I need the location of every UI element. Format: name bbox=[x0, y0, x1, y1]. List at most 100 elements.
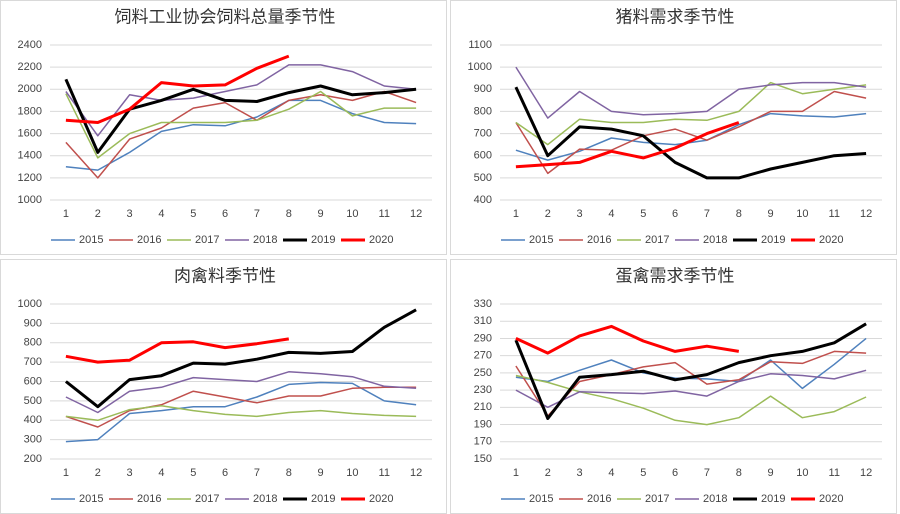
y-tick-label: 300 bbox=[24, 434, 42, 446]
y-tick-label: 2400 bbox=[18, 39, 42, 51]
chart-title: 蛋禽需求季节性 bbox=[616, 266, 735, 285]
series-line bbox=[515, 369, 867, 409]
y-tick-label: 500 bbox=[474, 172, 492, 184]
series-line bbox=[65, 54, 290, 124]
y-tick-label: 210 bbox=[474, 401, 492, 413]
series-line bbox=[65, 337, 290, 364]
y-tick-label: 2000 bbox=[18, 83, 42, 95]
y-tick-label: 600 bbox=[24, 375, 42, 387]
y-tick-label: 200 bbox=[24, 453, 42, 465]
y-tick-label: 190 bbox=[474, 418, 492, 430]
panel-border bbox=[0, 0, 447, 255]
series-line bbox=[65, 404, 417, 422]
x-tick-label: 9 bbox=[768, 467, 774, 479]
series-line bbox=[515, 90, 867, 175]
x-tick-label: 11 bbox=[829, 208, 840, 220]
x-tick-label: 7 bbox=[704, 208, 710, 220]
y-tick-label: 150 bbox=[474, 453, 492, 465]
legend-label: 2018 bbox=[703, 234, 727, 246]
chart: 饲料工业协会饲料总量季节性100012001400160018002000220… bbox=[18, 7, 432, 246]
series-line bbox=[65, 381, 417, 443]
x-tick-label: 7 bbox=[704, 467, 710, 479]
chart-title: 猪料需求季节性 bbox=[616, 7, 735, 26]
y-tick-label: 1100 bbox=[468, 39, 492, 51]
y-tick-label: 330 bbox=[474, 298, 492, 310]
legend-label: 2019 bbox=[761, 493, 785, 505]
panel-border bbox=[450, 0, 897, 255]
series-line bbox=[65, 386, 417, 428]
x-tick-label: 6 bbox=[222, 208, 228, 220]
legend-label: 2018 bbox=[253, 493, 277, 505]
x-tick-label: 5 bbox=[640, 208, 646, 220]
series-line bbox=[65, 90, 417, 159]
legend-label: 2015 bbox=[529, 234, 553, 246]
series-line bbox=[65, 64, 417, 137]
x-tick-label: 3 bbox=[577, 208, 583, 220]
x-tick-label: 6 bbox=[672, 467, 678, 479]
x-tick-label: 3 bbox=[577, 467, 583, 479]
legend-label: 2020 bbox=[369, 234, 393, 246]
x-tick-label: 11 bbox=[829, 467, 840, 479]
x-tick-label: 12 bbox=[860, 467, 872, 479]
series-line bbox=[65, 371, 417, 414]
legend-label: 2015 bbox=[529, 493, 553, 505]
x-tick-label: 8 bbox=[736, 467, 742, 479]
legend-label: 2020 bbox=[369, 493, 393, 505]
y-tick-label: 600 bbox=[474, 150, 492, 162]
y-tick-label: 900 bbox=[24, 317, 42, 329]
y-tick-label: 800 bbox=[24, 337, 42, 349]
legend-label: 2019 bbox=[311, 493, 335, 505]
y-tick-label: 1600 bbox=[18, 127, 42, 139]
x-tick-label: 9 bbox=[768, 208, 774, 220]
y-tick-label: 310 bbox=[474, 315, 492, 327]
x-tick-label: 2 bbox=[545, 208, 551, 220]
x-tick-label: 12 bbox=[860, 208, 872, 220]
legend-label: 2017 bbox=[195, 493, 219, 505]
legend-label: 2016 bbox=[137, 493, 161, 505]
x-tick-label: 11 bbox=[379, 467, 390, 479]
x-tick-label: 10 bbox=[796, 208, 808, 220]
x-tick-label: 12 bbox=[410, 467, 422, 479]
x-tick-label: 9 bbox=[318, 467, 324, 479]
y-tick-label: 400 bbox=[474, 194, 492, 206]
y-tick-label: 170 bbox=[474, 436, 492, 448]
legend-label: 2017 bbox=[645, 493, 669, 505]
x-tick-label: 4 bbox=[608, 467, 614, 479]
x-tick-label: 2 bbox=[95, 208, 101, 220]
y-tick-label: 900 bbox=[474, 83, 492, 95]
x-tick-label: 6 bbox=[222, 467, 228, 479]
legend-label: 2020 bbox=[819, 234, 843, 246]
x-tick-label: 5 bbox=[190, 208, 196, 220]
y-tick-label: 1200 bbox=[18, 172, 42, 184]
x-tick-label: 10 bbox=[796, 467, 808, 479]
x-tick-label: 10 bbox=[346, 208, 358, 220]
y-tick-label: 700 bbox=[474, 127, 492, 139]
y-tick-label: 290 bbox=[474, 332, 492, 344]
x-tick-label: 4 bbox=[158, 467, 164, 479]
series-line bbox=[515, 337, 867, 390]
x-tick-label: 1 bbox=[63, 208, 69, 220]
y-tick-label: 250 bbox=[474, 367, 492, 379]
x-tick-label: 3 bbox=[127, 208, 133, 220]
x-tick-label: 11 bbox=[379, 208, 390, 220]
legend-label: 2018 bbox=[253, 234, 277, 246]
chart-title: 饲料工业协会饲料总量季节性 bbox=[115, 7, 336, 26]
legend-label: 2015 bbox=[79, 493, 103, 505]
series-line bbox=[515, 350, 867, 417]
legend-label: 2016 bbox=[587, 493, 611, 505]
y-tick-label: 400 bbox=[24, 414, 42, 426]
x-tick-label: 8 bbox=[736, 208, 742, 220]
x-tick-label: 2 bbox=[95, 467, 101, 479]
y-tick-label: 1000 bbox=[468, 61, 492, 73]
x-tick-label: 5 bbox=[190, 467, 196, 479]
x-tick-label: 7 bbox=[254, 208, 260, 220]
x-tick-label: 10 bbox=[346, 467, 358, 479]
x-tick-label: 12 bbox=[410, 208, 422, 220]
y-tick-label: 1000 bbox=[18, 298, 42, 310]
y-tick-label: 230 bbox=[474, 384, 492, 396]
x-tick-label: 9 bbox=[318, 208, 324, 220]
series-line bbox=[514, 86, 867, 180]
